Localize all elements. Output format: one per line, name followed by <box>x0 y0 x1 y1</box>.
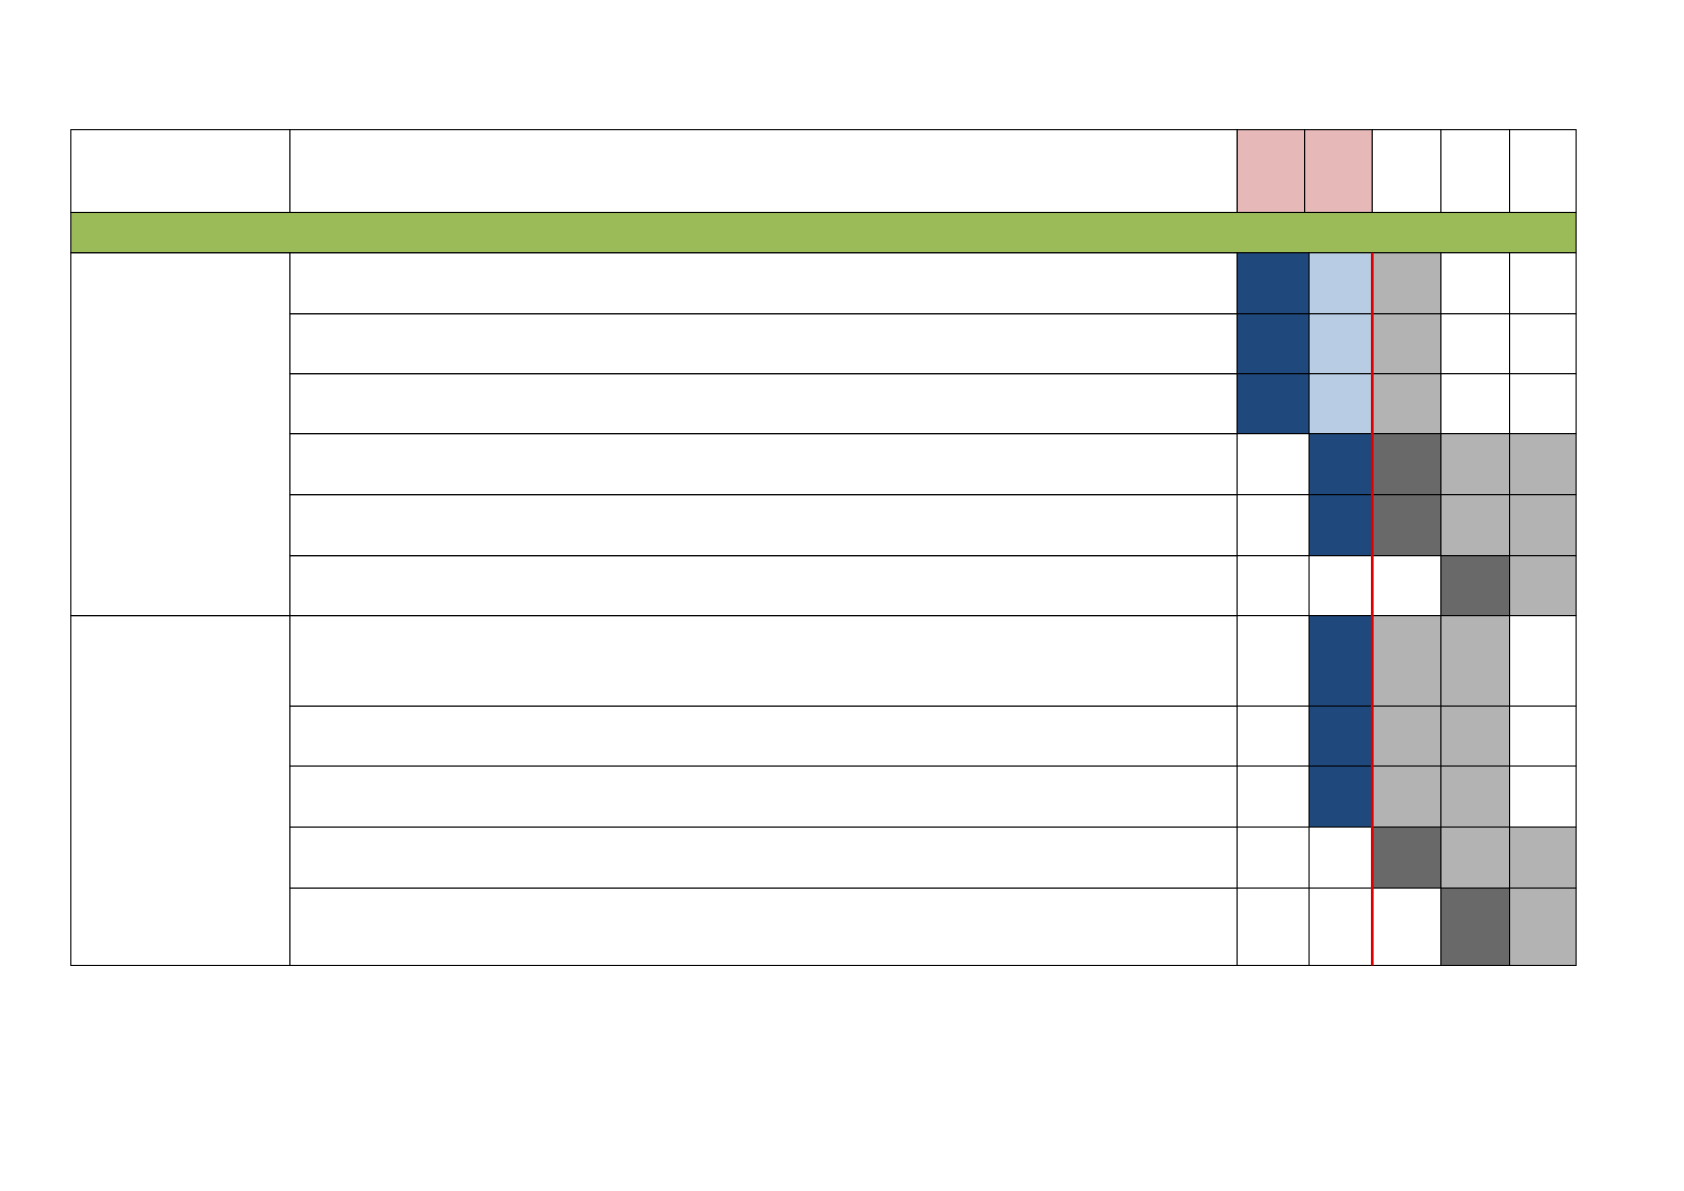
timeline-cell <box>1440 765 1511 828</box>
timeline-cell <box>1371 765 1442 828</box>
header-left <box>70 129 291 214</box>
timeline-cell <box>1509 252 1577 315</box>
timeline-cell <box>1308 555 1373 617</box>
task-cell <box>289 433 1238 496</box>
section-band <box>70 211 1577 254</box>
timeline-cell <box>1308 765 1373 828</box>
header-cell <box>1440 129 1511 214</box>
timeline-cell <box>1308 494 1373 557</box>
timeline-cell <box>1371 555 1442 617</box>
timeline-cell <box>1371 705 1442 767</box>
timeline-cell <box>1509 494 1577 557</box>
header-cell <box>1371 129 1442 214</box>
task-cell <box>289 555 1238 617</box>
task-cell <box>289 765 1238 828</box>
timeline-cell <box>1509 705 1577 767</box>
timeline-cell <box>1509 313 1577 375</box>
timeline-cell <box>1509 826 1577 889</box>
timeline-cell <box>1371 826 1442 889</box>
timeline-cell <box>1308 887 1373 966</box>
group-cell <box>70 252 291 617</box>
task-cell <box>289 615 1238 707</box>
task-cell <box>289 494 1238 557</box>
timeline-cell <box>1236 313 1310 375</box>
timeline-cell <box>1236 373 1310 435</box>
timeline-cell <box>1371 494 1442 557</box>
timeline-cell <box>1308 826 1373 889</box>
task-cell <box>289 826 1238 889</box>
timeline-cell <box>1440 615 1511 707</box>
timeline-cell <box>1509 615 1577 707</box>
task-cell <box>289 373 1238 435</box>
timeline-cell <box>1308 433 1373 496</box>
header-cell <box>1304 129 1373 214</box>
timeline-cell <box>1509 555 1577 617</box>
timeline-cell <box>1371 252 1442 315</box>
header-cell <box>1509 129 1577 214</box>
timeline-cell <box>1440 555 1511 617</box>
timeline-cell <box>1509 887 1577 966</box>
timeline-cell <box>1440 252 1511 315</box>
timeline-cell <box>1509 433 1577 496</box>
timeline-cell <box>1236 433 1310 496</box>
timeline-cell <box>1371 433 1442 496</box>
timeline-cell <box>1236 887 1310 966</box>
timeline-cell <box>1509 373 1577 435</box>
timeline-cell <box>1371 615 1442 707</box>
timeline-cell <box>1236 555 1310 617</box>
task-cell <box>289 887 1238 966</box>
timeline-cell <box>1440 826 1511 889</box>
timeline-cell <box>1440 494 1511 557</box>
timeline-cell <box>1371 313 1442 375</box>
timeline-cell <box>1308 373 1373 435</box>
timeline-cell <box>1236 615 1310 707</box>
timeline-cell <box>1236 765 1310 828</box>
timeline-cell <box>1371 373 1442 435</box>
group-cell <box>70 615 291 966</box>
timeline-cell <box>1308 252 1373 315</box>
timeline-cell <box>1236 705 1310 767</box>
timeline-cell <box>1440 705 1511 767</box>
task-cell <box>289 252 1238 315</box>
timeline-cell <box>1236 494 1310 557</box>
timeline-cell <box>1440 887 1511 966</box>
header-cell <box>1236 129 1306 214</box>
task-cell <box>289 313 1238 375</box>
timeline-cell <box>1308 705 1373 767</box>
timeline-cell <box>1236 826 1310 889</box>
timeline-cell <box>1308 313 1373 375</box>
timeline-cell <box>1236 252 1310 315</box>
timeline-cell <box>1371 887 1442 966</box>
header-desc <box>289 129 1238 214</box>
timeline-cell <box>1308 615 1373 707</box>
timeline-cell <box>1440 433 1511 496</box>
task-cell <box>289 705 1238 767</box>
timeline-cell <box>1440 373 1511 435</box>
timeline-cell <box>1509 765 1577 828</box>
timeline-cell <box>1440 313 1511 375</box>
